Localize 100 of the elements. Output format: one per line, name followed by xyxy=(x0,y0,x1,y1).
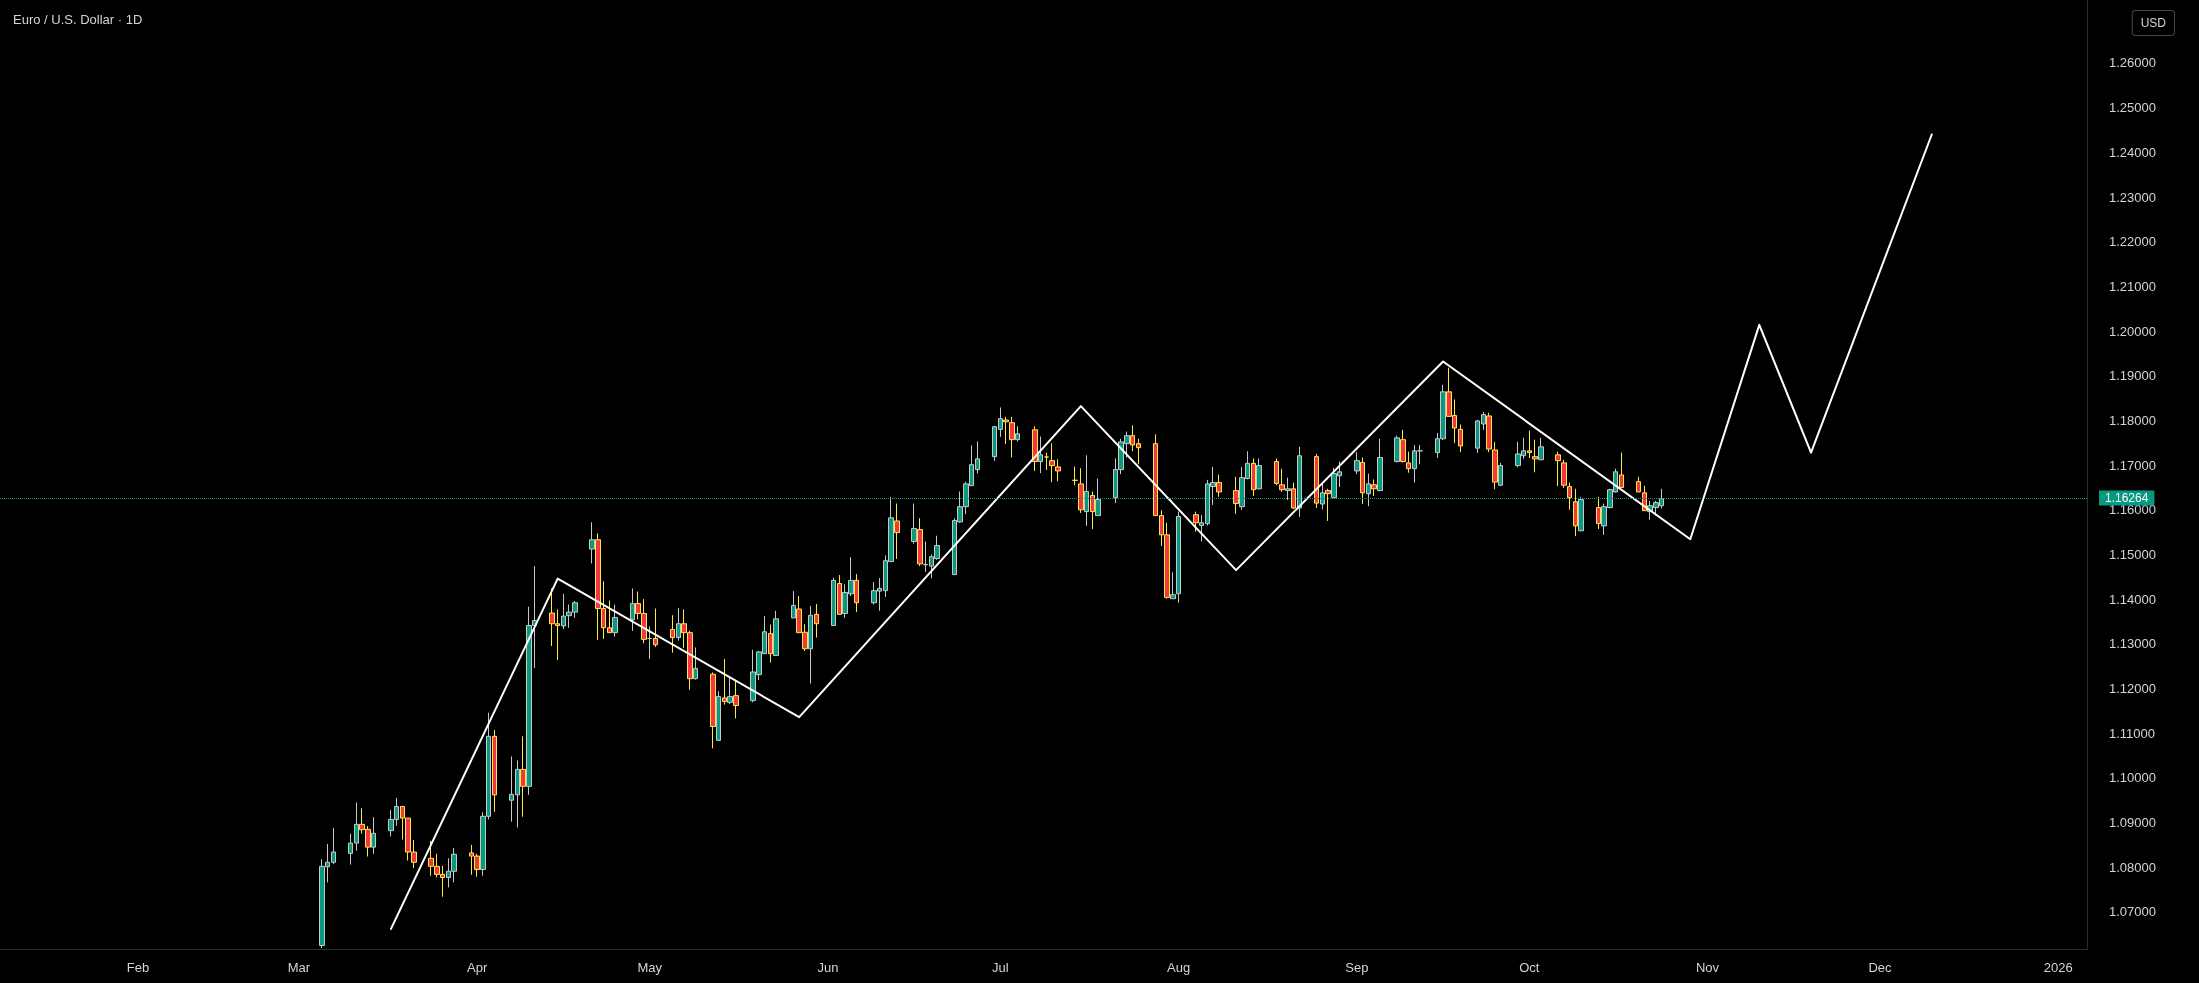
candlestick xyxy=(1555,451,1561,487)
candlestick xyxy=(1314,453,1319,509)
candlestick xyxy=(1055,458,1061,482)
y-tick-label: 1.08000 xyxy=(2109,859,2156,875)
x-tick-label: Aug xyxy=(1167,960,1191,975)
candlestick xyxy=(710,671,716,749)
candlestick xyxy=(371,816,376,855)
candlestick xyxy=(773,610,779,657)
candlestick xyxy=(589,521,595,564)
x-tick-label: Oct xyxy=(1519,960,1540,975)
candlestick xyxy=(917,517,923,567)
candlestick xyxy=(1532,439,1538,473)
candlestick xyxy=(1291,482,1296,510)
candlestick xyxy=(1015,425,1020,442)
y-tick-label: 1.09000 xyxy=(2109,815,2156,831)
candlestick xyxy=(1400,429,1406,463)
candlestick xyxy=(1256,457,1262,490)
y-tick-label: 1.18000 xyxy=(2109,412,2156,428)
candlestick xyxy=(1009,416,1015,459)
candlestick xyxy=(1090,490,1095,530)
candlestick xyxy=(1072,465,1078,486)
candlestick xyxy=(1573,488,1578,537)
candlestick xyxy=(1498,462,1503,487)
y-tick-label: 1.22000 xyxy=(2109,234,2156,250)
y-tick-label: 1.26000 xyxy=(2109,55,2156,71)
candlestick xyxy=(1233,476,1239,515)
candlestick xyxy=(1394,435,1400,463)
candlestick xyxy=(791,590,796,619)
candlestick xyxy=(1251,457,1256,497)
candlestick xyxy=(1176,511,1181,604)
x-tick-label: May xyxy=(637,960,663,975)
x-tick-label: Apr xyxy=(467,960,488,975)
candlestick xyxy=(1279,468,1285,493)
y-tick-label: 1.13000 xyxy=(2109,636,2156,652)
x-tick-label: Jul xyxy=(992,960,1009,975)
candlestick xyxy=(1619,452,1624,488)
candlestick xyxy=(1371,478,1377,497)
candlestick xyxy=(894,503,900,560)
candlestick xyxy=(1193,511,1199,533)
x-tick-label: Sep xyxy=(1345,960,1369,975)
candlestick xyxy=(1274,457,1279,486)
y-tick-label: 1.25000 xyxy=(2109,100,2156,116)
y-tick-label: 1.19000 xyxy=(2109,368,2156,384)
candlestick xyxy=(520,735,526,818)
candlestick xyxy=(733,679,739,719)
candlestick xyxy=(1458,423,1463,453)
candlestick xyxy=(1325,488,1331,522)
y-tick-label: 1.24000 xyxy=(2109,144,2156,160)
y-tick-label: 1.14000 xyxy=(2109,591,2156,607)
candlestick xyxy=(1049,442,1055,483)
y-tick-label: 1.23000 xyxy=(2109,189,2156,205)
candlestick xyxy=(716,690,721,741)
candlestick xyxy=(1354,451,1360,475)
candlestick xyxy=(612,604,618,638)
candlestick xyxy=(837,574,842,616)
y-tick-label: 1.21000 xyxy=(2109,278,2156,294)
candlestick xyxy=(670,614,675,654)
y-tick-label: 1.07000 xyxy=(2109,904,2156,920)
x-tick-label: Nov xyxy=(1695,960,1720,975)
y-tick-label: 1.15000 xyxy=(2109,546,2156,562)
candlestick xyxy=(630,587,635,632)
candlestick xyxy=(854,573,859,613)
x-tick-label: Mar xyxy=(287,960,311,975)
candlestick xyxy=(911,503,917,545)
ref-line-label: 1.16264 xyxy=(2105,491,2149,505)
candlestick xyxy=(722,658,727,706)
candlestick xyxy=(1044,452,1049,471)
y-tick-label: 1.10000 xyxy=(2109,770,2156,786)
candlestick xyxy=(1561,459,1567,489)
candlestick xyxy=(1032,425,1038,472)
candlestick xyxy=(768,624,773,664)
candlestick xyxy=(1360,457,1365,505)
candlestick xyxy=(693,646,698,681)
text: Euro / U.S. Dollar · 1D xyxy=(13,12,143,27)
candlestick xyxy=(1596,496,1601,530)
x-tick-label: 2026 xyxy=(2043,960,2073,975)
candlestick xyxy=(676,607,681,642)
candlestick xyxy=(1538,437,1544,461)
x-tick-label: Dec xyxy=(1868,960,1893,975)
candlestick xyxy=(1527,430,1532,459)
candlestick xyxy=(1406,451,1411,474)
candlestick xyxy=(1003,416,1009,445)
candlestick xyxy=(647,625,652,660)
candlestick xyxy=(808,605,813,685)
y-tick-label: 1.12000 xyxy=(2109,681,2156,697)
candlestick xyxy=(1078,467,1084,514)
y-tick-label: 1.20000 xyxy=(2109,323,2156,339)
text: USD xyxy=(2140,16,2167,30)
candlestick xyxy=(831,577,836,627)
y-tick-label: 1.16000 xyxy=(2109,502,2156,518)
candlestick xyxy=(653,608,658,648)
x-tick-label: Jun xyxy=(817,960,839,975)
line-series xyxy=(389,133,1933,930)
y-tick-label: 1.11000 xyxy=(2109,725,2156,741)
candlestick xyxy=(1377,438,1383,492)
x-tick-label: Feb xyxy=(126,960,150,975)
candlestick xyxy=(727,675,733,705)
candlestick xyxy=(1216,474,1222,498)
candlestick xyxy=(1170,571,1176,600)
candlestick xyxy=(1567,482,1572,511)
